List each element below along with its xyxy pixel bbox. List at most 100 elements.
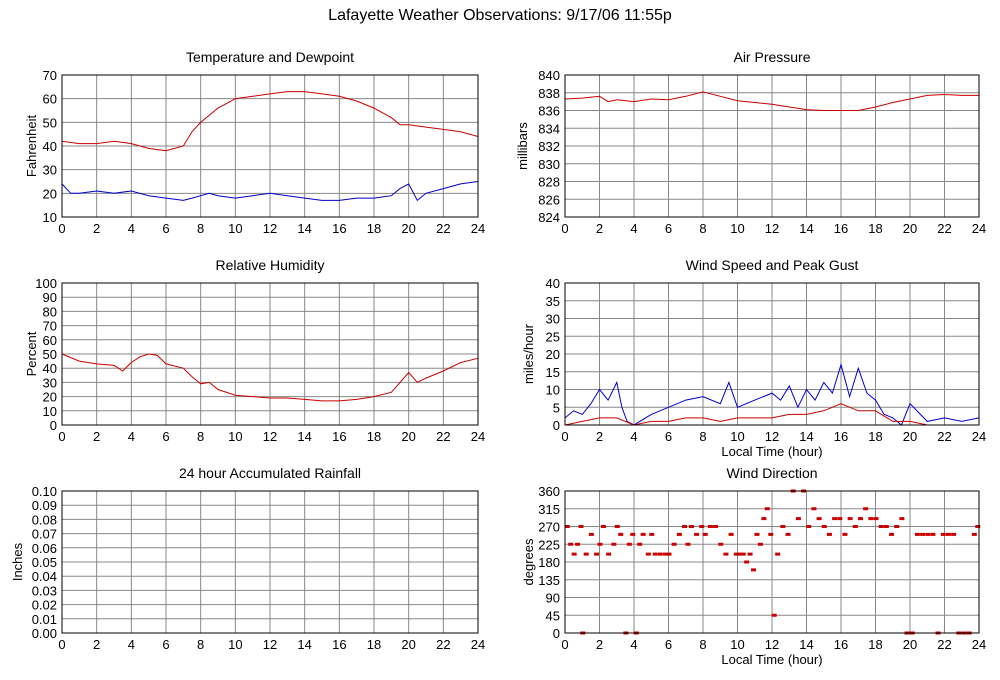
y-tick-label: 40 bbox=[546, 276, 560, 291]
y-tick-label: 0.00 bbox=[32, 626, 57, 641]
y-tick-label: 0.09 bbox=[32, 498, 57, 513]
x-tick-label: 8 bbox=[197, 221, 204, 236]
x-tick-label: 10 bbox=[730, 637, 744, 652]
x-tick-label: 22 bbox=[436, 221, 450, 236]
y-tick-label: 30 bbox=[43, 375, 57, 390]
y-axis-label: Percent bbox=[24, 331, 39, 376]
y-tick-label: 60 bbox=[43, 92, 57, 107]
direction-point bbox=[930, 532, 936, 536]
direction-point bbox=[588, 532, 594, 536]
chart-title: 24 hour Accumulated Rainfall bbox=[179, 465, 361, 481]
y-tick-label: 20 bbox=[43, 390, 57, 405]
x-tick-label: 8 bbox=[197, 429, 204, 444]
x-tick-label: 20 bbox=[401, 221, 415, 236]
direction-point bbox=[894, 525, 900, 528]
y-tick-label: 0 bbox=[553, 418, 560, 433]
x-tick-label: 8 bbox=[699, 637, 706, 652]
direction-point bbox=[925, 532, 931, 536]
direction-point bbox=[571, 552, 577, 556]
y-tick-label: 826 bbox=[538, 192, 560, 207]
y-tick-label: 60 bbox=[43, 333, 57, 348]
direction-point bbox=[842, 532, 848, 536]
x-tick-label: 2 bbox=[93, 637, 100, 652]
page-title: Lafayette Weather Observations: 9/17/06 … bbox=[328, 7, 672, 24]
direction-point bbox=[640, 532, 646, 536]
direction-point bbox=[852, 525, 858, 528]
y-tick-label: 0.01 bbox=[32, 612, 57, 627]
x-tick-label: 18 bbox=[868, 637, 882, 652]
direction-point bbox=[649, 532, 655, 536]
x-tick-label: 6 bbox=[665, 429, 672, 444]
direction-point bbox=[652, 552, 658, 556]
x-tick-label: 16 bbox=[332, 429, 346, 444]
x-tick-label: 18 bbox=[367, 429, 381, 444]
x-tick-label: 10 bbox=[228, 221, 242, 236]
direction-point bbox=[666, 552, 672, 556]
y-tick-label: 832 bbox=[538, 139, 560, 154]
direction-point bbox=[583, 552, 589, 556]
y-tick-label: 270 bbox=[538, 520, 560, 535]
plot-frame bbox=[61, 282, 479, 426]
x-tick-label: 16 bbox=[332, 221, 346, 236]
direction-point bbox=[737, 552, 743, 556]
x-tick-label: 0 bbox=[58, 221, 65, 236]
direction-point bbox=[754, 532, 760, 536]
y-tick-label: 20 bbox=[43, 186, 57, 201]
y-tick-label: 70 bbox=[43, 319, 57, 334]
x-tick-label: 16 bbox=[834, 429, 848, 444]
x-tick-label: 4 bbox=[128, 637, 135, 652]
x-tick-label: 4 bbox=[128, 221, 135, 236]
series-line-2 bbox=[61, 181, 479, 202]
x-tick-label: 20 bbox=[401, 429, 415, 444]
direction-point bbox=[914, 532, 920, 536]
direction-point bbox=[863, 507, 869, 511]
direction-point bbox=[826, 532, 832, 536]
x-tick-label: 16 bbox=[834, 221, 848, 236]
direction-point bbox=[575, 542, 581, 546]
direction-point bbox=[699, 525, 705, 528]
x-tick-label: 8 bbox=[699, 221, 706, 236]
direction-point bbox=[920, 532, 926, 536]
direction-point bbox=[757, 542, 763, 546]
y-tick-label: 15 bbox=[546, 365, 560, 380]
x-tick-label: 14 bbox=[799, 221, 813, 236]
direction-point bbox=[747, 552, 753, 556]
direction-point bbox=[637, 542, 643, 546]
x-tick-label: 24 bbox=[972, 429, 986, 444]
y-tick-label: 35 bbox=[546, 294, 560, 309]
direction-point bbox=[883, 525, 889, 528]
plot-frame bbox=[61, 490, 479, 634]
direction-point bbox=[682, 525, 688, 528]
plot-frame bbox=[564, 282, 980, 426]
y-tick-label: 10 bbox=[43, 210, 57, 225]
x-axis-label: Local Time (hour) bbox=[721, 652, 822, 667]
x-tick-label: 20 bbox=[903, 637, 917, 652]
y-tick-label: 830 bbox=[538, 157, 560, 172]
x-tick-label: 18 bbox=[868, 429, 882, 444]
direction-point bbox=[878, 525, 884, 528]
direction-point bbox=[832, 517, 838, 521]
direction-point bbox=[744, 560, 750, 564]
direction-point bbox=[751, 568, 757, 572]
direction-point bbox=[618, 532, 624, 536]
direction-point bbox=[764, 507, 770, 511]
x-tick-label: 22 bbox=[937, 637, 951, 652]
y-tick-label: 0.03 bbox=[32, 583, 57, 598]
x-tick-label: 4 bbox=[630, 637, 637, 652]
x-tick-label: 4 bbox=[128, 429, 135, 444]
y-tick-label: 840 bbox=[538, 68, 560, 83]
x-tick-label: 4 bbox=[630, 221, 637, 236]
x-tick-label: 0 bbox=[561, 637, 568, 652]
y-tick-label: 0.10 bbox=[32, 484, 57, 499]
direction-point bbox=[688, 525, 694, 528]
x-tick-label: 0 bbox=[58, 637, 65, 652]
x-tick-label: 20 bbox=[903, 221, 917, 236]
direction-point bbox=[899, 517, 905, 521]
direction-point bbox=[971, 532, 977, 536]
direction-point bbox=[702, 532, 708, 536]
x-tick-label: 14 bbox=[297, 221, 311, 236]
x-tick-label: 22 bbox=[937, 221, 951, 236]
